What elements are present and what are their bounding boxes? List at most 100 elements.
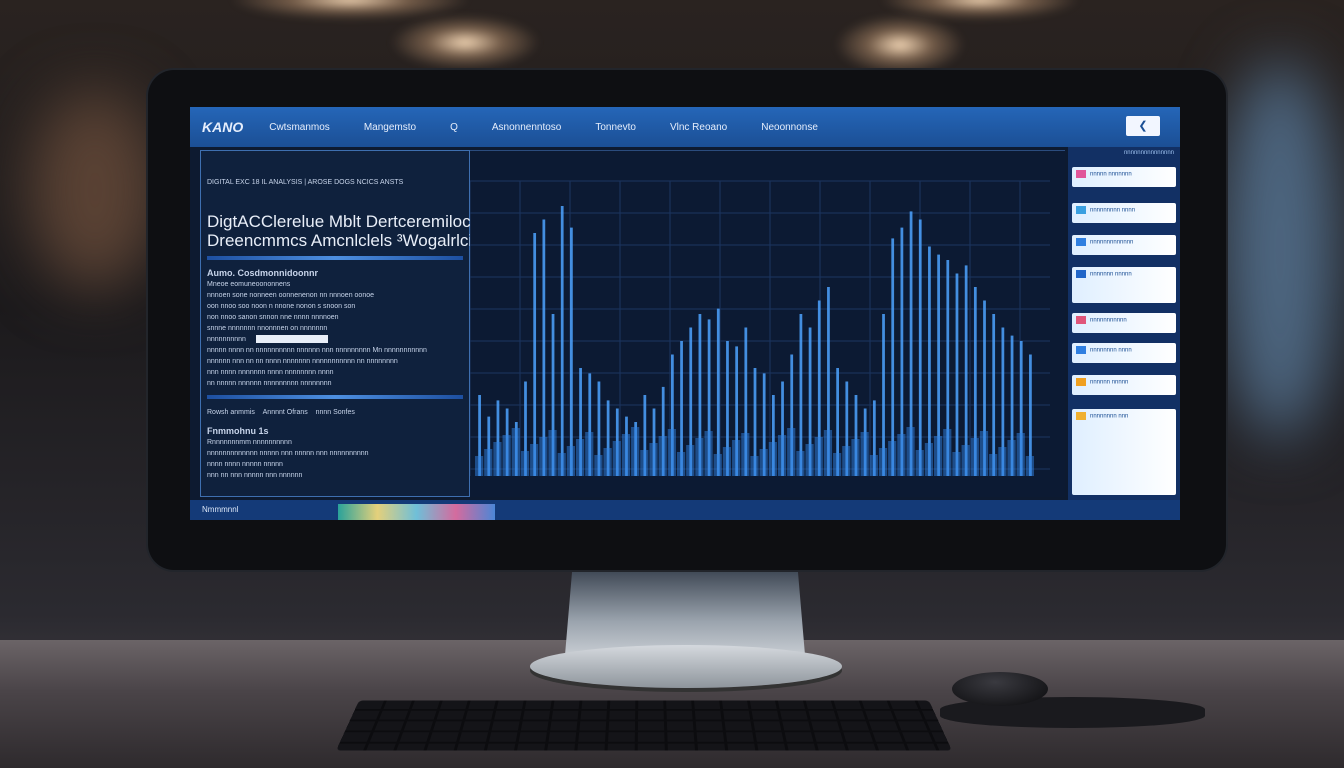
mouse bbox=[952, 672, 1048, 706]
text-row: Mneoe eomuneoononnens bbox=[207, 281, 291, 288]
link[interactable]: nnnn Sonfes bbox=[315, 409, 355, 416]
card-label: nnnnn nnnnnnn bbox=[1090, 171, 1132, 178]
volume-bar bbox=[585, 432, 594, 476]
chart-bar bbox=[799, 314, 803, 476]
chart-bar bbox=[909, 211, 913, 476]
chart-bar bbox=[928, 246, 931, 476]
chart-bar bbox=[588, 373, 592, 476]
volume-bar bbox=[1016, 433, 1025, 476]
page-title-line2: Dreencmmcs Amcnlclels ³Wogalrlcip bbox=[207, 231, 482, 250]
sidebar-card[interactable]: nnnnnnnn nnn bbox=[1072, 409, 1176, 495]
chart-bar bbox=[652, 408, 656, 476]
sidebar-card[interactable]: nnnnnn nnnnn bbox=[1072, 375, 1176, 395]
sidebar-card[interactable]: nnnnnnn nnnnn bbox=[1072, 267, 1176, 303]
text-row: nnn nn nnn nnnnn nnn nnnnnn bbox=[207, 472, 303, 479]
ceiling-light bbox=[835, 15, 965, 75]
chart-bar bbox=[689, 327, 693, 476]
page-title: DigtACClerelue Mblt Dertceremiloc bbox=[207, 212, 471, 231]
volume-bar bbox=[520, 451, 530, 476]
chart-bar bbox=[643, 395, 647, 476]
volume-bar bbox=[667, 429, 676, 476]
background-blur bbox=[30, 90, 160, 290]
logo[interactable]: KANO bbox=[202, 119, 244, 135]
volume-bar bbox=[851, 439, 860, 476]
chart-bar bbox=[762, 373, 766, 476]
nav-toggle-button[interactable]: ❮ bbox=[1126, 116, 1160, 136]
volume-bar bbox=[695, 438, 704, 476]
volume-bar bbox=[676, 452, 686, 476]
text-row: nnnnnn nnn nn nn nnnn nnnnnnn nnnnnnnnnn… bbox=[207, 358, 398, 365]
top-nav: KANO Cwtsmanmos Mangemsto Q Asnonnenntos… bbox=[190, 107, 1180, 147]
volume-bar bbox=[833, 453, 842, 476]
chart-bar bbox=[496, 400, 500, 476]
volume-bar bbox=[878, 448, 888, 476]
chart-bar bbox=[698, 314, 702, 476]
chart-bar bbox=[753, 368, 757, 476]
chart-bar bbox=[973, 287, 977, 476]
chart-bar bbox=[845, 381, 849, 476]
volume-bar bbox=[924, 443, 934, 476]
volume-bar bbox=[732, 440, 741, 476]
sidebar-card[interactable]: nnnnnnnnnnnnn bbox=[1072, 235, 1176, 255]
volume-bar bbox=[493, 442, 502, 476]
chart-bar bbox=[964, 265, 968, 476]
volume-bar bbox=[979, 431, 989, 476]
volume-bar bbox=[759, 449, 768, 476]
link[interactable]: Annnnt Ofrans bbox=[262, 409, 308, 416]
nav-item[interactable]: Tonnevto bbox=[595, 121, 636, 133]
volume-bar bbox=[869, 455, 878, 476]
link[interactable]: Rowsh anmmis bbox=[207, 409, 255, 416]
chart-bar bbox=[808, 327, 812, 476]
sidebar-header: nnnnnnnnnnnnnnn bbox=[1123, 150, 1174, 156]
sidebar-card[interactable]: nnnnn nnnnnnn bbox=[1072, 167, 1176, 187]
nav-item[interactable]: Cwtsmanmos bbox=[269, 121, 330, 133]
volume-bar bbox=[640, 450, 649, 476]
volume-bar bbox=[511, 428, 520, 476]
text-row: nnnnnnnnnnnnn nnnnn nnn nnnnn nnn nnnnnn… bbox=[207, 450, 369, 457]
text-row: nn nnnnn nnnnnn nnnnnnnnn nnnnnnnn bbox=[207, 380, 332, 387]
nav-item[interactable]: Asnonnenntoso bbox=[491, 121, 562, 133]
volume-bar bbox=[814, 437, 823, 476]
monitor-stand-neck bbox=[565, 570, 805, 655]
volume-bar bbox=[934, 436, 943, 476]
search-icon[interactable]: Q bbox=[450, 121, 458, 133]
text-row: snnne nnnnnnn nnonnnen on nnnnnnn bbox=[207, 325, 328, 332]
chart-bar bbox=[735, 346, 739, 476]
text-input[interactable] bbox=[255, 335, 328, 344]
chart-bar bbox=[726, 341, 729, 476]
chart-bar bbox=[900, 227, 904, 476]
card-label: nnnnnnnn nnn bbox=[1090, 413, 1129, 420]
chart-bar bbox=[1019, 341, 1023, 476]
volume-bar bbox=[777, 435, 787, 476]
bottom-bar: Nmmmnnl bbox=[190, 500, 1180, 520]
bottom-label[interactable]: Nmmmnnl bbox=[202, 505, 239, 514]
volume-bar bbox=[575, 439, 585, 476]
sidebar-card[interactable]: nnnnnnnnnnn bbox=[1072, 313, 1176, 333]
sidebar-card[interactable]: nnnnnnnnn nnnn bbox=[1072, 203, 1176, 223]
volume-bar bbox=[805, 444, 814, 476]
nav-item[interactable]: Neoonnonse bbox=[761, 121, 818, 133]
volume-bar bbox=[548, 430, 557, 476]
volume-bar bbox=[961, 445, 970, 476]
volume-bar bbox=[952, 452, 961, 476]
chart-bar bbox=[781, 381, 784, 476]
chart-bar bbox=[680, 341, 683, 476]
card-icon bbox=[1076, 238, 1086, 246]
card-icon bbox=[1076, 378, 1086, 386]
volume-bar bbox=[768, 442, 777, 476]
nav-item[interactable]: Mangemsto bbox=[363, 121, 417, 133]
section-heading: Aumo. Cosdmonnidoonnr bbox=[207, 268, 318, 278]
divider bbox=[207, 395, 463, 399]
text-row: non nnoo sanon snnon nne nnnn nnnnoen bbox=[207, 314, 339, 321]
card-label: nnnnnnnnnnnnn bbox=[1090, 239, 1134, 246]
chart-bar bbox=[671, 354, 674, 476]
volume-bar bbox=[686, 445, 695, 476]
chart-bar bbox=[716, 308, 720, 476]
chart-bar bbox=[817, 300, 821, 476]
thumbnail-image[interactable] bbox=[338, 504, 495, 520]
background-blur bbox=[1220, 60, 1340, 440]
chart-bar bbox=[487, 416, 491, 476]
card-label: nnnnnnn nnnnn bbox=[1090, 271, 1132, 278]
nav-item[interactable]: Vlnc Reoano bbox=[669, 121, 728, 133]
sidebar-card[interactable]: nnnnnnnn nnnn bbox=[1072, 343, 1176, 363]
